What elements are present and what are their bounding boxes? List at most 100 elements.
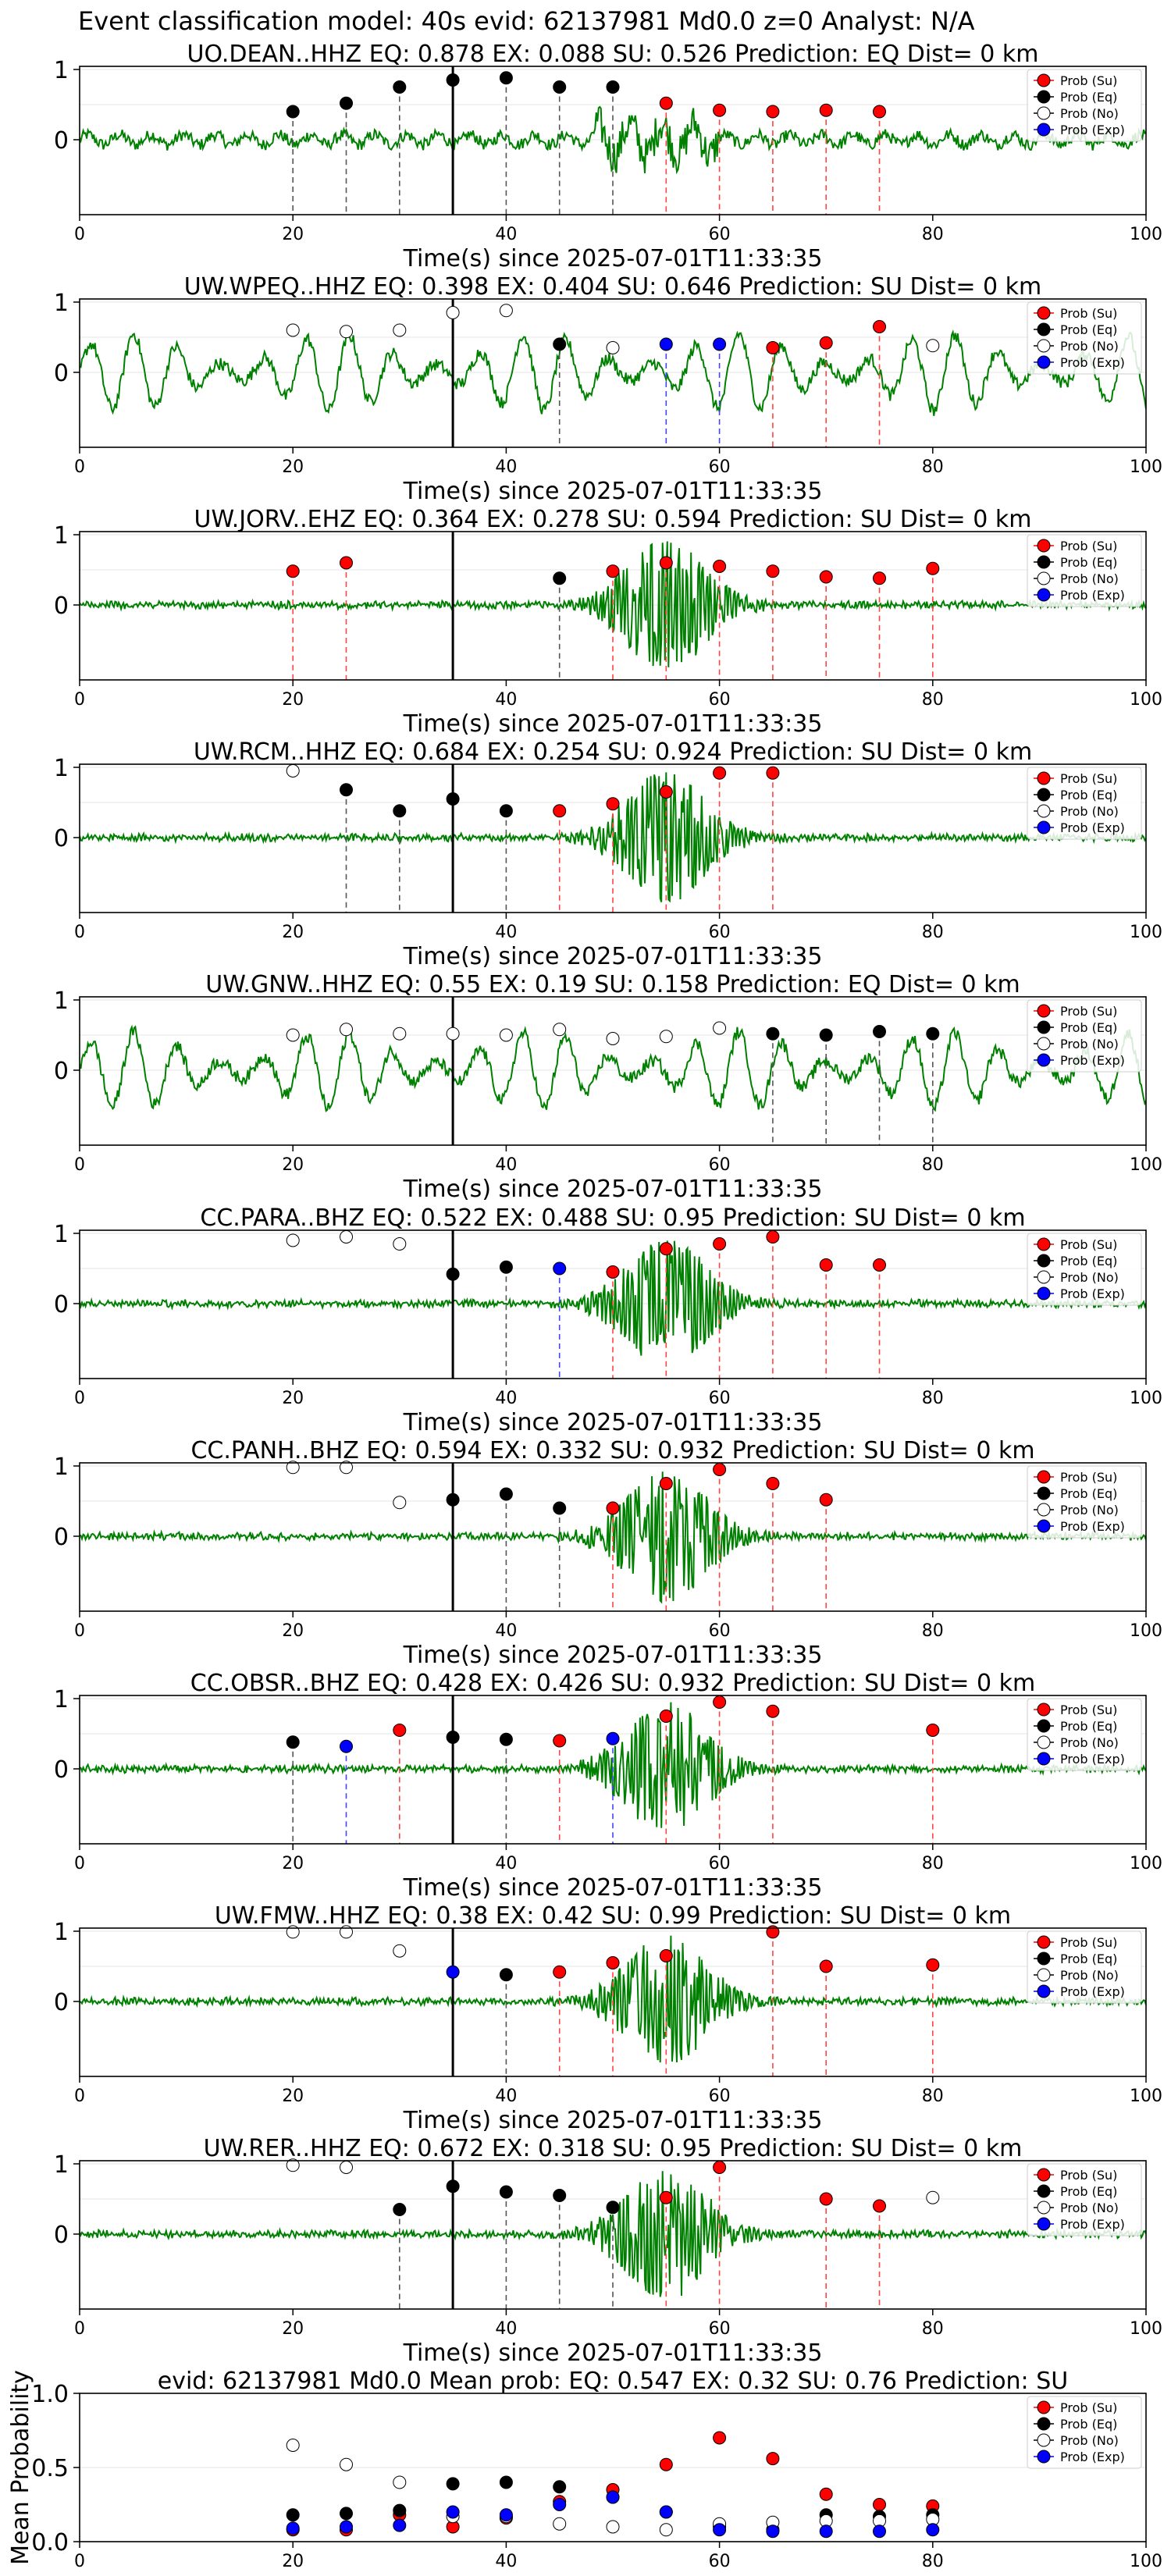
prob-marker-eq	[446, 73, 460, 87]
prob-marker-su	[659, 785, 673, 799]
prob-marker-su	[926, 1724, 940, 1737]
legend-marker-9-2	[1037, 1968, 1051, 1982]
legend-box-3	[1027, 534, 1142, 607]
legend-marker-7-1	[1037, 1486, 1051, 1500]
prob-marker-eq	[340, 783, 353, 797]
xtick-label: 40	[495, 1389, 517, 1408]
xtick-label: 100	[1130, 225, 1162, 244]
prob-marker-eq	[446, 1267, 460, 1281]
prob-marker-su	[713, 1463, 727, 1476]
panel-10: UW.RER..HHZ EQ: 0.672 EX: 0.318 SU: 0.95…	[54, 2135, 1162, 2367]
panel-title-2: UW.WPEQ..HHZ EQ: 0.398 EX: 0.404 SU: 0.6…	[184, 273, 1042, 301]
legend-label-6-3: Prob (Exp)	[1060, 1286, 1125, 1301]
panel-1: UO.DEAN..HHZ EQ: 0.878 EX: 0.088 SU: 0.5…	[54, 41, 1162, 272]
ytick-label: 0	[54, 1291, 69, 1318]
prob-marker-eq	[499, 804, 513, 818]
xtick-label: 0	[74, 690, 85, 710]
legend-label-mean-1: Prob (Eq)	[1060, 2417, 1117, 2432]
prob-marker-no	[393, 323, 407, 337]
xtick-label: 0	[74, 2087, 85, 2106]
ytick-label: 0	[54, 1989, 69, 2016]
mean-marker-su	[873, 2498, 886, 2511]
prob-marker-su	[766, 1230, 780, 1244]
axes-frame	[79, 66, 1147, 215]
mean-marker-eq	[499, 2475, 513, 2489]
xtick-label: 40	[495, 1854, 517, 1873]
ytick-label: 1.0	[31, 2381, 69, 2408]
legend-marker-6-1	[1037, 1254, 1051, 1268]
prob-marker-no	[286, 764, 300, 777]
legend-marker-2-3	[1037, 355, 1051, 369]
ytick-label: 1	[54, 57, 69, 84]
prob-marker-exp	[606, 1731, 620, 1745]
legend-box-5	[1027, 999, 1142, 1073]
prob-marker-no	[286, 1233, 300, 1247]
xtick-label: 80	[922, 225, 944, 244]
xtick-label: 60	[709, 2319, 731, 2339]
xtick-label: 60	[709, 1854, 731, 1873]
waveform-trace	[80, 105, 1146, 175]
prob-marker-su	[713, 560, 727, 573]
legend-label-1-2: Prob (No)	[1060, 106, 1119, 121]
panel-title-8: CC.OBSR..BHZ EQ: 0.428 EX: 0.426 SU: 0.9…	[190, 1670, 1035, 1697]
axes-frame	[79, 1695, 1147, 1845]
prob-marker-no	[340, 1230, 353, 1244]
xtick-label: 80	[922, 2087, 944, 2106]
panel-8: CC.OBSR..BHZ EQ: 0.428 EX: 0.426 SU: 0.9…	[54, 1670, 1162, 1902]
xtick-label: 80	[922, 2319, 944, 2339]
xtick-label: 0	[74, 2319, 85, 2339]
legend-label-mean-3: Prob (Exp)	[1060, 2450, 1125, 2464]
x-axis-label: Time(s) since 2025-07-01T11:33:35	[403, 478, 823, 505]
prob-marker-no	[393, 1237, 407, 1251]
x-axis-label: Time(s) since 2025-07-01T11:33:35	[403, 1642, 823, 1669]
prob-marker-su	[659, 1949, 673, 1962]
panel-4: UW.RCM..HHZ EQ: 0.684 EX: 0.254 SU: 0.92…	[54, 738, 1162, 970]
mean-marker-exp	[713, 2523, 727, 2537]
ytick-label: 1	[54, 987, 69, 1015]
xtick-label: 60	[709, 1621, 731, 1641]
xtick-label: 80	[922, 1854, 944, 1873]
panel-mean: evid: 62137981 Md0.0 Mean prob: EQ: 0.54…	[7, 2368, 1162, 2571]
xtick-label: 0	[74, 457, 85, 477]
prob-marker-no	[393, 1944, 407, 1958]
prob-marker-no	[499, 304, 513, 318]
legend-box-4	[1027, 767, 1142, 840]
legend-marker-3-3	[1037, 588, 1051, 602]
legend-label-7-0: Prob (Su)	[1060, 1470, 1117, 1485]
prob-marker-su	[553, 1734, 567, 1748]
prob-marker-su	[713, 1237, 727, 1251]
ytick-label: 0	[54, 360, 69, 387]
prob-marker-no	[606, 341, 620, 354]
prob-marker-no	[606, 1032, 620, 1045]
prob-marker-su	[819, 103, 833, 117]
prob-marker-su	[340, 556, 353, 570]
xtick-label: 100	[1130, 457, 1162, 477]
prob-marker-exp	[659, 337, 673, 351]
waveform-trace	[80, 329, 1146, 416]
panel-3: UW.JORV..EHZ EQ: 0.364 EX: 0.278 SU: 0.5…	[54, 506, 1162, 738]
legend-label-6-2: Prob (No)	[1060, 1270, 1119, 1285]
legend-label-4-2: Prob (No)	[1060, 804, 1119, 819]
prob-marker-su	[606, 1956, 620, 1969]
prob-marker-su	[713, 2161, 727, 2174]
prob-marker-su	[873, 1258, 886, 1272]
panel-title-3: UW.JORV..EHZ EQ: 0.364 EX: 0.278 SU: 0.5…	[194, 506, 1032, 533]
prob-marker-su	[659, 1710, 673, 1723]
xtick-label: 100	[1130, 690, 1162, 710]
prob-marker-no	[286, 1028, 300, 1042]
ytick-label: 0.0	[31, 2529, 69, 2556]
axes-frame	[79, 1229, 1147, 1379]
ytick-label: 1	[54, 755, 69, 782]
legend-label-1-0: Prob (Su)	[1060, 73, 1117, 88]
legend-marker-7-2	[1037, 1503, 1051, 1517]
legend-label-9-1: Prob (Eq)	[1060, 1952, 1117, 1966]
xtick-label: 60	[709, 923, 731, 942]
legend-box-9	[1027, 1930, 1142, 2004]
prob-marker-eq	[499, 2185, 513, 2199]
axes-frame	[79, 2160, 1147, 2310]
legend-marker-8-1	[1037, 1719, 1051, 1733]
legend-marker-8-2	[1037, 1735, 1051, 1749]
xtick-label: 20	[282, 2319, 304, 2339]
x-axis-label: Time(s) since 2025-07-01T11:33:35	[403, 1176, 823, 1203]
